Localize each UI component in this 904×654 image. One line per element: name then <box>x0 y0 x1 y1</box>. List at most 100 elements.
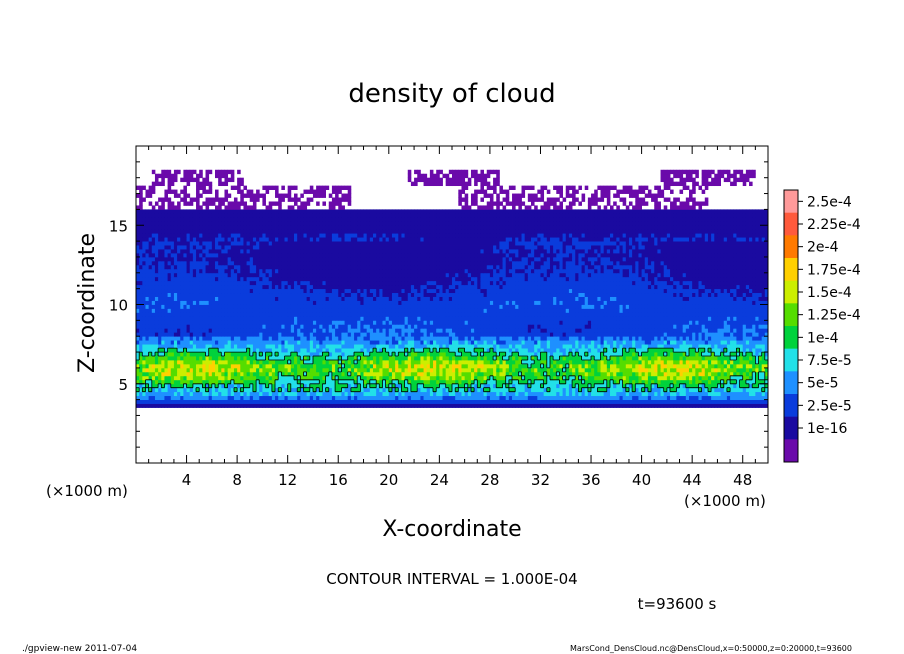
heatmap-cell <box>606 383 611 389</box>
heatmap-cell <box>657 371 661 377</box>
heatmap-cell <box>657 367 661 373</box>
heatmap-cell <box>401 359 405 365</box>
heatmap-cell <box>224 375 229 381</box>
heatmap-cell <box>704 320 709 325</box>
heatmap-cell <box>610 371 614 377</box>
heatmap-cell <box>151 383 156 389</box>
heatmap-cell <box>644 387 649 393</box>
heatmap-cell <box>689 312 693 317</box>
heatmap-cell <box>205 312 210 317</box>
heatmap-cell <box>433 391 437 397</box>
heatmap-cell <box>540 316 545 321</box>
heatmap-cell <box>493 395 497 400</box>
heatmap-cell <box>452 399 456 404</box>
heatmap-cell <box>230 344 235 349</box>
heatmap-cell <box>404 348 409 353</box>
heatmap-cell <box>417 340 421 345</box>
heatmap-cell <box>309 371 314 377</box>
heatmap-cell <box>720 308 725 313</box>
heatmap-cell <box>328 383 333 389</box>
heatmap-cell <box>246 359 251 365</box>
heatmap-cell <box>682 324 687 329</box>
heatmap-cell <box>262 312 266 317</box>
heatmap-cell <box>347 340 352 345</box>
heatmap-cell <box>752 328 756 333</box>
heatmap-cell <box>755 363 759 369</box>
heatmap-cell <box>303 395 308 400</box>
heatmap-cell <box>205 340 210 345</box>
heatmap-cell <box>139 399 143 404</box>
heatmap-cell <box>180 383 184 389</box>
heatmap-cell <box>720 352 725 357</box>
heatmap-cell <box>562 324 567 329</box>
heatmap-cell <box>230 379 235 385</box>
heatmap-cell <box>483 359 488 365</box>
heatmap-cell <box>679 367 684 373</box>
heatmap-cell <box>622 371 627 377</box>
heatmap-cell <box>382 375 387 381</box>
heatmap-cell <box>635 332 639 337</box>
heatmap-cell <box>376 324 380 329</box>
heatmap-cell <box>347 328 352 333</box>
heatmap-cell <box>654 363 658 369</box>
heatmap-cell <box>455 312 459 317</box>
heatmap-cell <box>265 308 270 313</box>
heatmap-cell <box>395 344 399 349</box>
heatmap-cell <box>139 371 143 377</box>
heatmap-cell <box>499 387 503 393</box>
heatmap-cell <box>657 328 661 333</box>
heatmap-cell <box>303 352 308 357</box>
heatmap-cell <box>385 363 390 369</box>
heatmap-cell <box>673 312 677 317</box>
heatmap-cell <box>625 320 630 325</box>
heatmap-cell <box>458 379 462 385</box>
heatmap-cell <box>256 340 260 345</box>
heatmap-cell <box>167 391 172 397</box>
heatmap-cell <box>354 359 358 365</box>
heatmap-cell <box>553 363 557 369</box>
heatmap-cell <box>252 375 257 381</box>
heatmap-cell <box>407 328 412 333</box>
heatmap-cell <box>562 383 567 389</box>
heatmap-cell <box>414 403 418 408</box>
heatmap-cell <box>271 348 276 353</box>
heatmap-cell <box>215 363 219 369</box>
heatmap-cell <box>287 320 292 325</box>
heatmap-cell <box>199 367 203 373</box>
heatmap-cell <box>423 356 428 361</box>
heatmap-cell <box>154 308 159 313</box>
heatmap-cell <box>546 403 551 408</box>
heatmap-cell <box>452 363 456 369</box>
heatmap-cell <box>309 312 314 317</box>
heatmap-cell <box>262 356 266 361</box>
heatmap-cell <box>704 371 709 377</box>
heatmap-cell <box>698 383 703 389</box>
heatmap-cell <box>186 363 191 369</box>
heatmap-cell <box>344 383 349 389</box>
heatmap-cell <box>704 312 709 317</box>
heatmap-cell <box>562 363 567 369</box>
heatmap-cell <box>531 387 535 393</box>
heatmap-cell <box>531 379 535 385</box>
heatmap-cell <box>215 316 219 321</box>
heatmap-cell <box>275 336 279 341</box>
heatmap-cell <box>584 371 589 377</box>
heatmap-cell <box>638 348 642 353</box>
heatmap-cell <box>354 348 358 353</box>
heatmap-cell <box>312 387 317 393</box>
heatmap-cell <box>742 395 747 400</box>
heatmap-cell <box>366 395 371 400</box>
heatmap-cell <box>742 363 747 369</box>
heatmap-cell <box>230 332 235 337</box>
heatmap-cell <box>644 328 649 333</box>
heatmap-cell <box>224 356 229 361</box>
heatmap-cell <box>395 312 399 317</box>
heatmap-cell <box>366 316 371 321</box>
heatmap-cell <box>316 336 320 341</box>
heatmap-cell <box>707 328 712 333</box>
heatmap-cell <box>749 367 753 373</box>
heatmap-cell <box>628 344 633 349</box>
heatmap-cell <box>452 316 456 321</box>
heatmap-cell <box>376 332 380 337</box>
heatmap-cell <box>673 379 677 385</box>
